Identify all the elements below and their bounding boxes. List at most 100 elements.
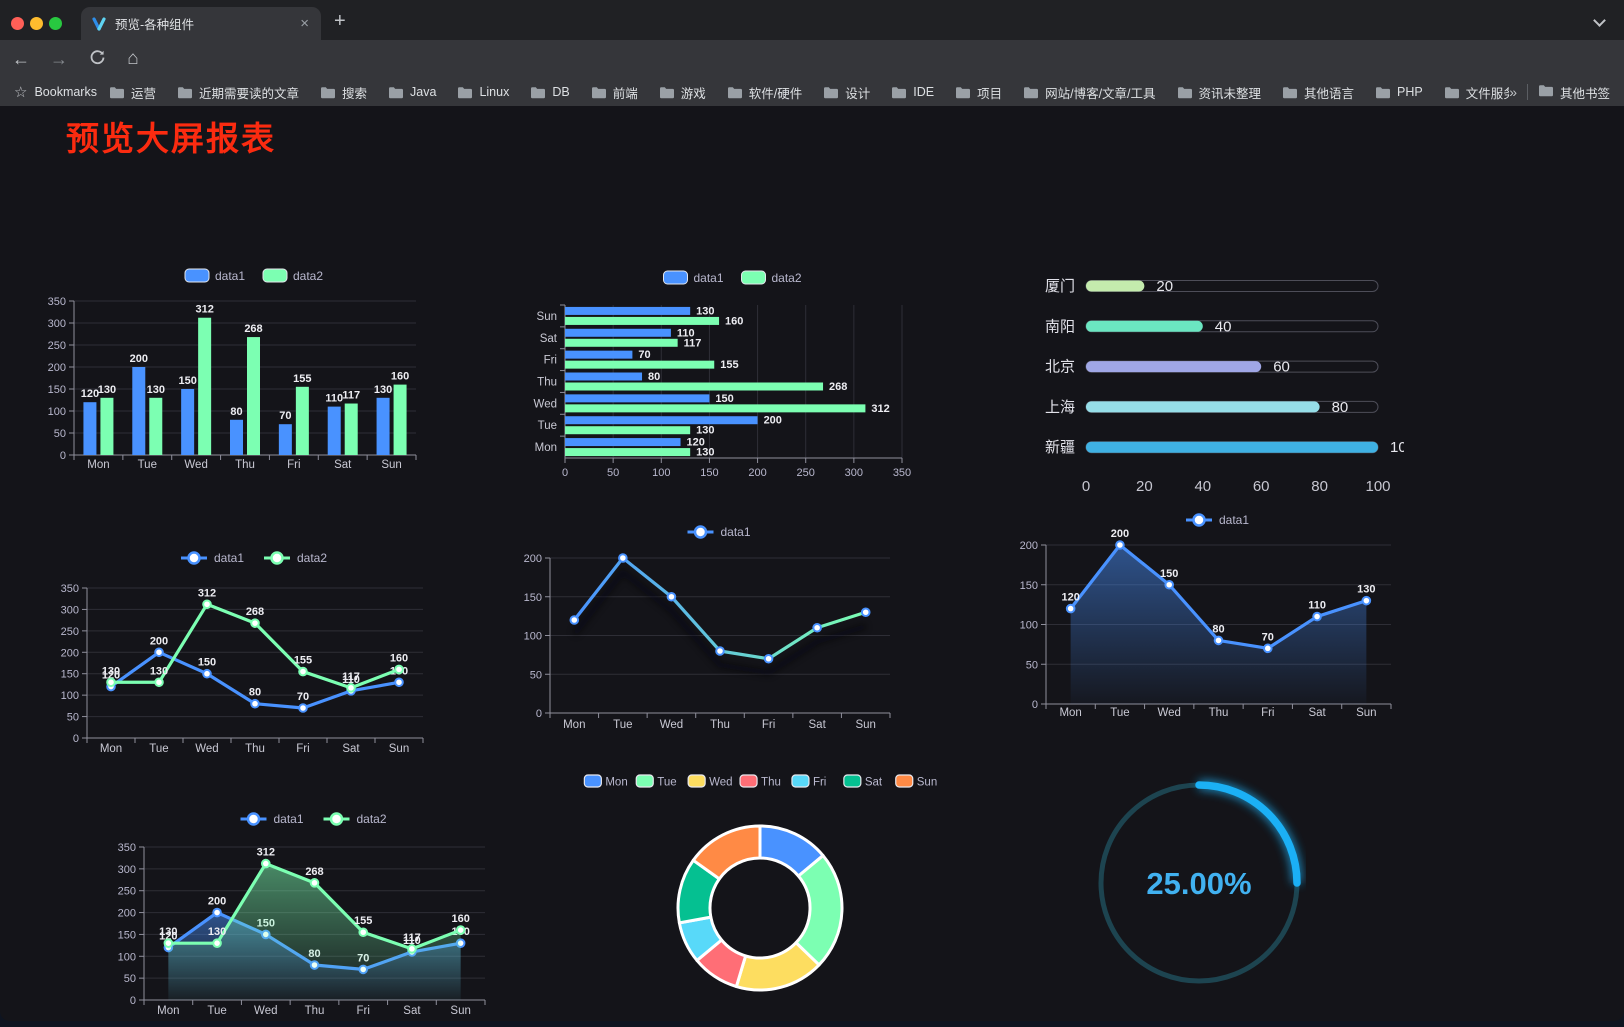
svg-text:Mon: Mon: [605, 777, 627, 789]
legend-item[interactable]: data2: [262, 268, 323, 283]
bookmarks-overflow-chevron[interactable]: »: [1509, 84, 1517, 100]
legend-item[interactable]: Sat: [843, 774, 883, 789]
bookmark-folder-label: 近期需要读的文章: [199, 86, 300, 101]
svg-text:Mon: Mon: [100, 743, 122, 755]
svg-text:80: 80: [648, 371, 660, 383]
svg-text:Fri: Fri: [762, 719, 775, 730]
legend-item[interactable]: Thu: [739, 774, 781, 789]
progress-row[interactable]: 新疆 100: [1045, 439, 1404, 456]
svg-text:Sun: Sun: [537, 311, 557, 323]
svg-text:0: 0: [1032, 699, 1038, 711]
bookmark-folder-label: 运营: [130, 86, 156, 101]
other-bookmarks-label: 其他书签: [1559, 86, 1610, 101]
legend-item[interactable]: Sun: [895, 774, 937, 789]
browser-tab[interactable]: 预览-各种组件 ×: [81, 7, 321, 40]
svg-text:100: 100: [1390, 439, 1404, 456]
bookmark-folder[interactable]: 前端: [591, 83, 638, 102]
svg-text:150: 150: [198, 657, 216, 669]
svg-text:Thu: Thu: [235, 459, 255, 471]
chart-canvas: 厦门 20 南阳 40 北京 60 上海 80 新疆 100 0 20 40 60 80 100: [1045, 278, 1404, 495]
bookmark-folder[interactable]: 搜索: [320, 83, 367, 102]
legend-item[interactable]: data2: [323, 812, 387, 826]
bookmark-folder-label: 前端: [612, 86, 638, 101]
svg-text:160: 160: [451, 913, 469, 925]
bookmark-folder[interactable]: 运营: [109, 83, 156, 102]
svg-text:130: 130: [150, 665, 168, 677]
forward-button[interactable]: →: [50, 48, 68, 69]
bookmark-folder[interactable]: 网站/博客/文章/工具: [1023, 83, 1156, 102]
window-close-button[interactable]: [11, 17, 24, 30]
bookmark-folder[interactable]: 其他语言: [1282, 83, 1354, 102]
legend-item[interactable]: Tue: [635, 774, 677, 789]
legend-item[interactable]: data1: [663, 270, 724, 285]
legend-item[interactable]: data1: [181, 551, 244, 565]
new-tab-button[interactable]: +: [334, 10, 346, 32]
bookmark-folder[interactable]: 资讯未整理: [1177, 83, 1261, 102]
svg-text:130: 130: [208, 926, 226, 938]
legend-item[interactable]: data1: [184, 268, 245, 283]
progress-row[interactable]: 南阳 40: [1045, 318, 1379, 335]
bookmark-folder[interactable]: IDE: [891, 85, 934, 99]
bookmark-folder[interactable]: 设计: [823, 83, 870, 102]
chart-grouped-bar[interactable]: data1 data2 0 50 100 150 200 250 300 350 120 130 Mon…: [34, 256, 464, 478]
progress-row[interactable]: 上海 80: [1045, 399, 1379, 416]
svg-text:Fri: Fri: [357, 1005, 370, 1017]
svg-text:Thu: Thu: [537, 377, 557, 389]
pie-slice[interactable]: [691, 824, 762, 881]
legend-item[interactable]: Fri: [791, 774, 826, 789]
bookmark-folder[interactable]: PHP: [1375, 85, 1423, 99]
svg-text:70: 70: [297, 691, 309, 703]
bookmark-folder[interactable]: Java: [388, 85, 436, 99]
chart-area-single[interactable]: data1 0 50 100 150 200 Mon Tue Wed Thu Fri Sat Sun 12…: [1000, 492, 1400, 720]
chart-percent-gauge[interactable]: 25.00%: [1094, 769, 1306, 999]
legend-item[interactable]: data2: [264, 551, 327, 565]
legend-item[interactable]: data2: [741, 270, 802, 285]
bookmark-folder[interactable]: 文件服务器: [1444, 83, 1509, 102]
svg-text:Sun: Sun: [381, 459, 401, 471]
svg-text:150: 150: [524, 592, 542, 604]
reload-button[interactable]: [82, 48, 112, 70]
svg-text:268: 268: [305, 866, 323, 878]
bookmark-folder[interactable]: DB: [530, 85, 570, 99]
bookmark-folder[interactable]: 近期需要读的文章: [177, 83, 299, 102]
tab-close-icon[interactable]: ×: [300, 15, 309, 32]
home-button[interactable]: ⌂: [127, 48, 139, 69]
chart-gradient-line[interactable]: data1 0 50 100 150 200 Mon Tue Wed Thu Fri Sat Sun: [500, 504, 904, 730]
svg-text:100: 100: [61, 690, 79, 702]
other-bookmarks-folder[interactable]: 其他书签: [1538, 83, 1610, 102]
svg-text:Mon: Mon: [1059, 707, 1081, 719]
svg-text:Tue: Tue: [613, 719, 632, 730]
chevron-down-icon[interactable]: [1593, 14, 1606, 27]
legend-item[interactable]: Wed: [687, 774, 733, 789]
svg-text:80: 80: [249, 687, 261, 699]
svg-text:Sun: Sun: [855, 719, 875, 730]
chart-horizontal-bar[interactable]: data1 data2 0 50 100 150 200 250 300 350 Sun 130 160…: [498, 258, 928, 480]
bookmark-folder[interactable]: 项目: [955, 83, 1002, 102]
window-minimize-button[interactable]: [30, 17, 43, 30]
svg-text:Wed: Wed: [1157, 707, 1180, 719]
bookmarks-label[interactable]: Bookmarks: [34, 85, 97, 99]
chart-weekday-donut[interactable]: Mon Tue Wed Thu Fri Sat Sun: [552, 746, 972, 998]
svg-text:200: 200: [764, 415, 782, 427]
legend-item[interactable]: data1: [240, 812, 304, 826]
legend-item[interactable]: data1: [1186, 513, 1249, 527]
chart-city-progress[interactable]: 厦门 20 南阳 40 北京 60 上海 80 新疆 100 0 20 40 60 80 100: [1000, 266, 1404, 498]
chart-line-two-series[interactable]: data1 data2 0 50 100 150 200 250 300 350 Mon Tue Wed…: [30, 534, 450, 766]
legend-item[interactable]: Mon: [583, 774, 628, 789]
svg-text:Wed: Wed: [195, 743, 218, 755]
bookmark-folder[interactable]: 软件/硬件: [727, 83, 802, 102]
svg-text:data1: data1: [274, 812, 304, 826]
svg-text:20: 20: [1156, 278, 1173, 295]
bookmark-folder[interactable]: 游戏: [659, 83, 706, 102]
progress-row[interactable]: 北京 60: [1045, 359, 1379, 376]
svg-text:40: 40: [1194, 478, 1211, 495]
chart-area-two-series[interactable]: data1 data2 0 50 100 150 200 250 300 350 Mon Tue Wed…: [90, 792, 510, 1022]
svg-text:80: 80: [230, 406, 242, 418]
bookmarks-divider: [1526, 84, 1528, 100]
progress-row[interactable]: 厦门 20: [1045, 278, 1379, 295]
bookmark-folder[interactable]: Linux: [457, 85, 509, 99]
window-zoom-button[interactable]: [49, 17, 62, 30]
back-button[interactable]: ←: [12, 48, 30, 69]
svg-text:Fri: Fri: [1261, 707, 1274, 719]
legend-item[interactable]: data1: [687, 525, 751, 539]
